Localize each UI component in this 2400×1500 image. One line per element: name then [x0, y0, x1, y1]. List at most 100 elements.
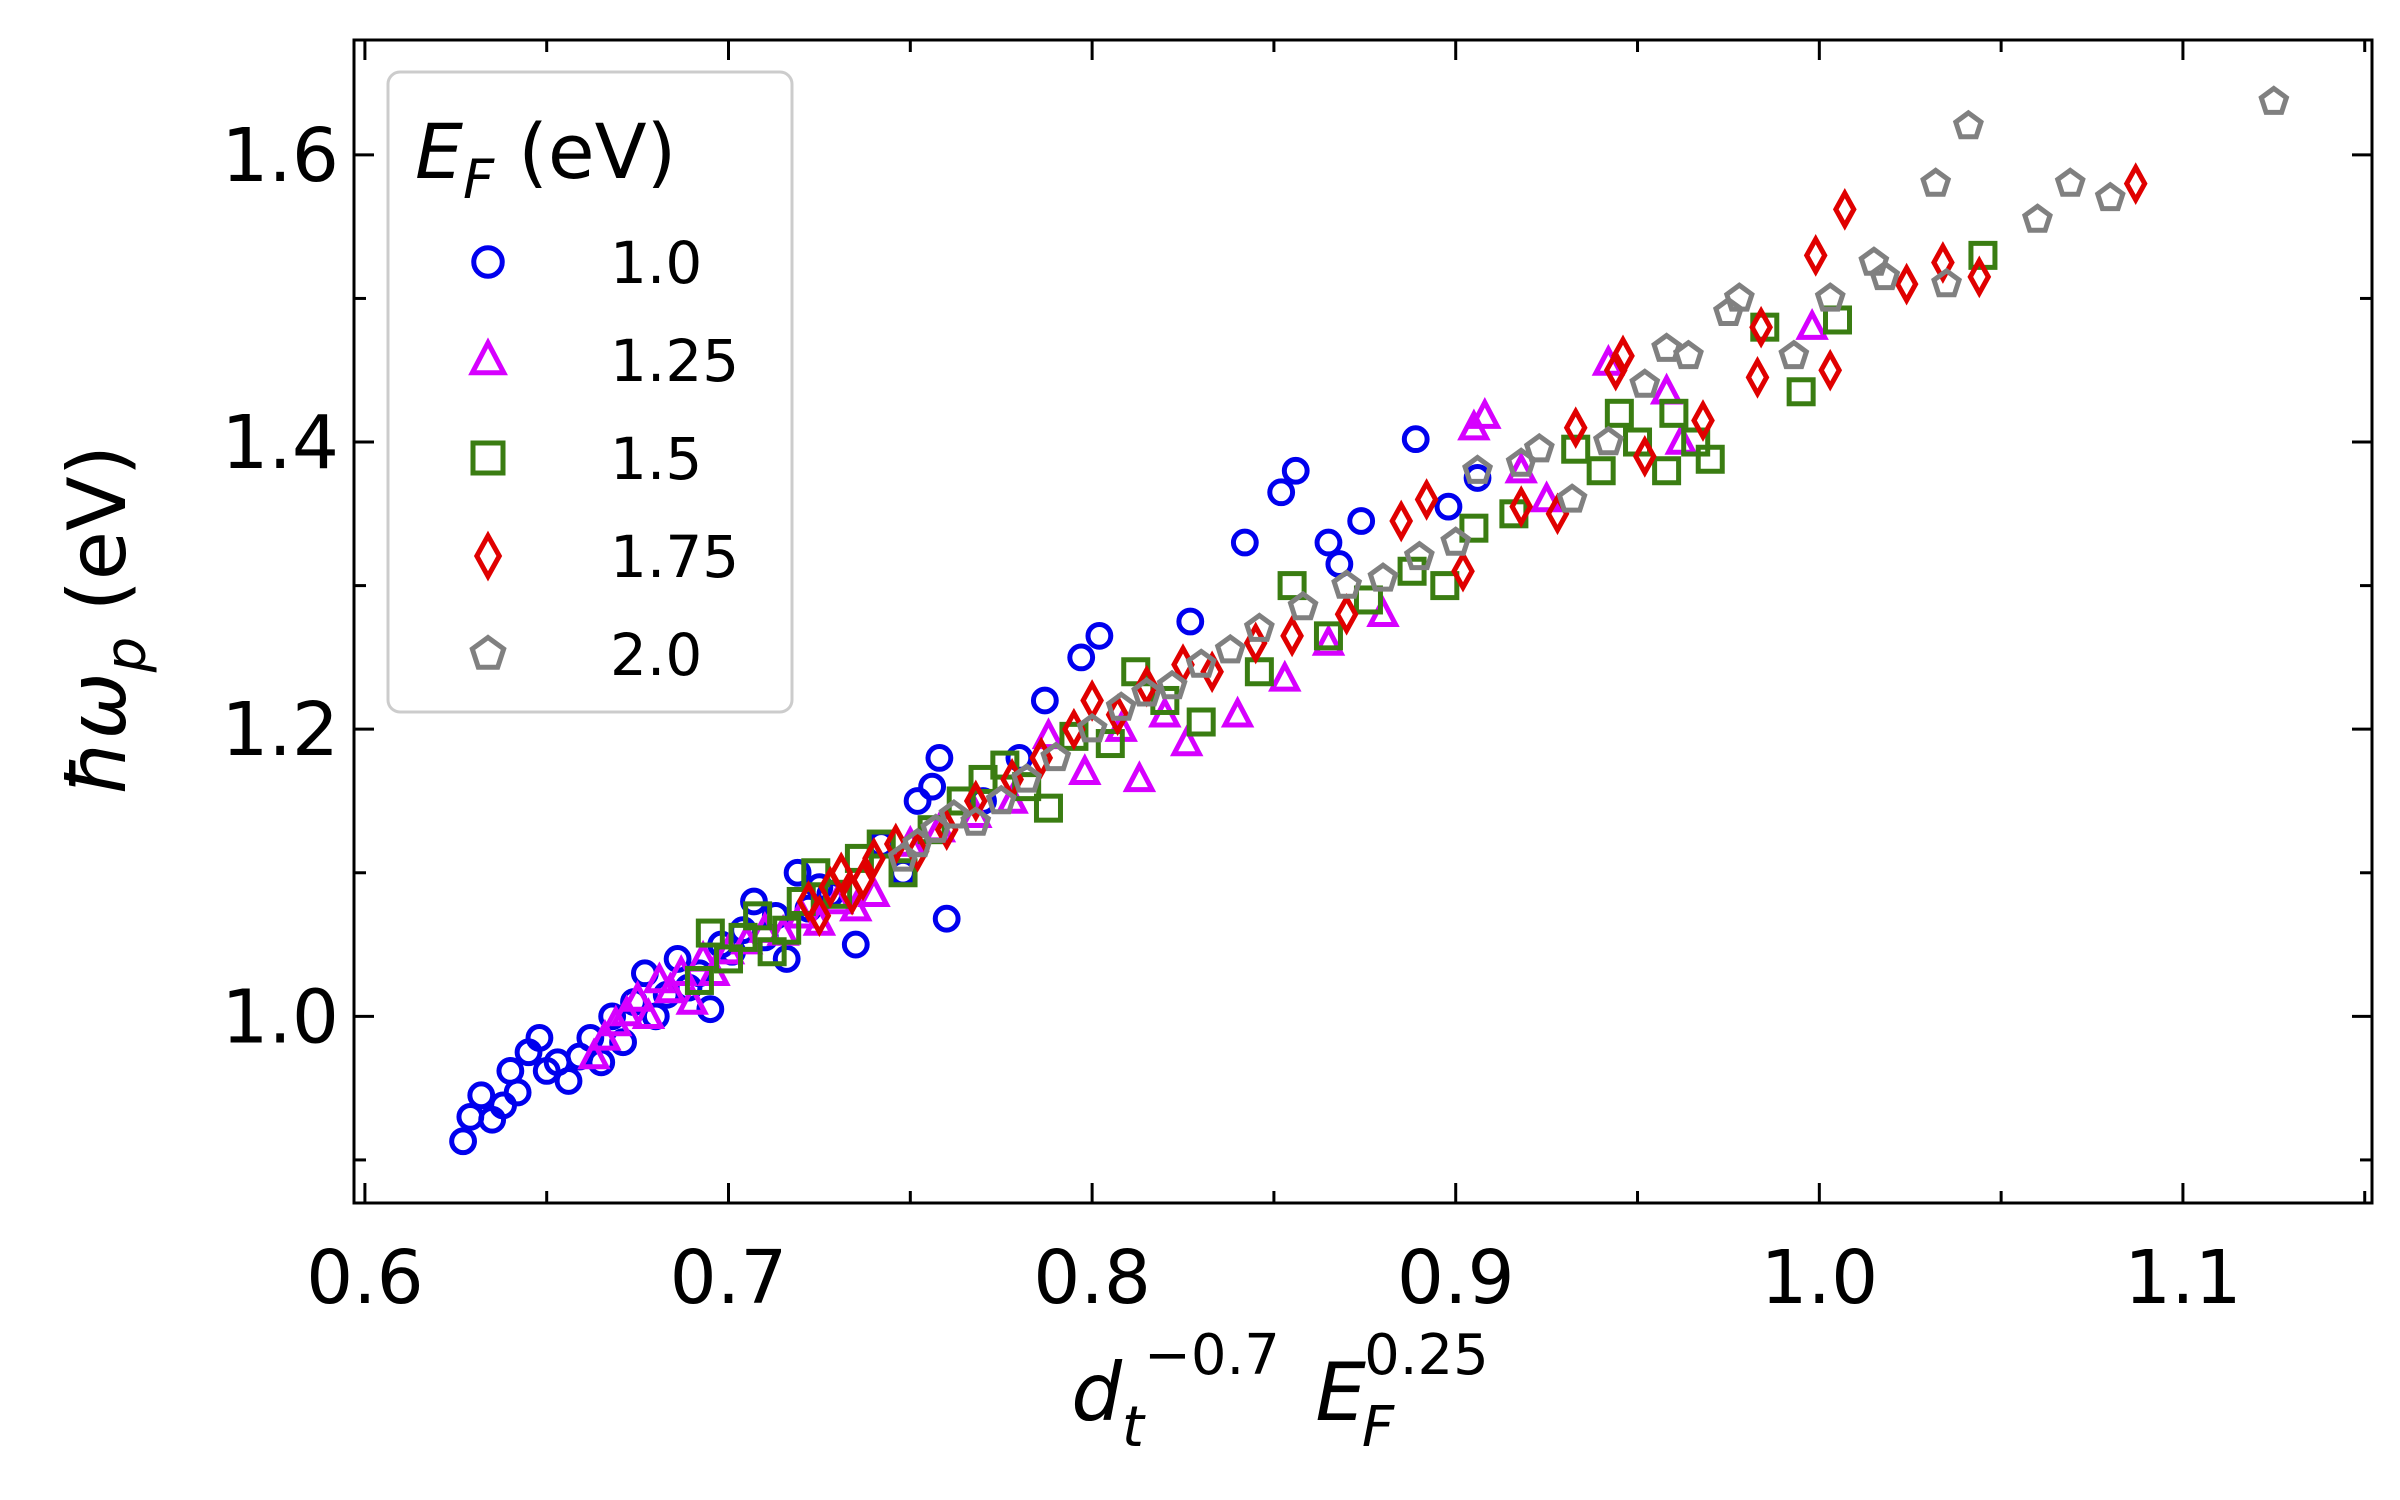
data-point [1040, 741, 1072, 772]
data-point [1314, 528, 1343, 557]
series-2.0 [887, 85, 2290, 872]
data-point [1869, 260, 1901, 291]
data-point [1659, 398, 1689, 428]
data-point [786, 886, 816, 916]
data-point [620, 979, 655, 1012]
legend-label: 2.0 [610, 621, 702, 689]
legend-marker [469, 634, 507, 670]
data-point [905, 829, 930, 873]
data-point [1894, 262, 1919, 306]
data-point [1651, 332, 1683, 362]
x-axis-ticks: 0.6 0.7 0.8 0.9 1.0 1.1 [306, 40, 2367, 1321]
data-point [1243, 612, 1275, 642]
data-point [525, 1023, 554, 1052]
data-point [1604, 398, 1634, 428]
data-point [1347, 507, 1376, 535]
data-point [783, 858, 812, 887]
data-point [1214, 633, 1246, 664]
data-point [1068, 753, 1102, 785]
data-point [829, 851, 854, 895]
legend-label: 1.5 [610, 425, 702, 493]
data-point [1563, 406, 1588, 450]
data-point [1586, 456, 1616, 486]
data-point [1691, 399, 1715, 442]
data-point [1011, 763, 1043, 793]
data-points [449, 85, 2290, 1156]
legend-marker [473, 530, 503, 582]
data-point [1268, 659, 1302, 692]
data-point [1287, 590, 1319, 621]
data-point [653, 971, 688, 1004]
data-point [1031, 717, 1066, 750]
data-point [757, 937, 787, 967]
data-point [903, 787, 932, 815]
data-point [1786, 377, 1816, 407]
legend-label: 1.25 [610, 327, 739, 395]
data-point [449, 1127, 477, 1156]
data-point [1434, 492, 1463, 521]
data-point [695, 918, 725, 948]
series-1.75 [796, 162, 2148, 938]
data-point [841, 930, 870, 959]
data-point [1176, 607, 1205, 636]
data-point [1122, 760, 1157, 793]
data-point [1313, 621, 1343, 651]
data-point [1468, 397, 1502, 429]
x-tick-label: 1.1 [2124, 1235, 2242, 1321]
x-tick-label: 0.8 [1033, 1235, 1151, 1321]
data-point [743, 901, 773, 931]
legend-entry: 1.25 [468, 327, 739, 395]
data-point [1095, 729, 1125, 759]
data-point [1952, 109, 1984, 140]
legend-marker [470, 440, 506, 476]
data-point [796, 880, 821, 923]
data-point [918, 772, 947, 801]
data-point [1931, 241, 1955, 284]
y-tick-label: 1.2 [221, 687, 339, 773]
data-point [1230, 528, 1259, 557]
data-point [1033, 793, 1063, 823]
data-point [1430, 571, 1460, 601]
data-point [1632, 435, 1657, 478]
data-point [1652, 456, 1682, 486]
x-tick-label: 1.0 [1760, 1235, 1878, 1321]
data-point [938, 799, 970, 829]
data-point [1076, 712, 1108, 743]
data-point [1414, 478, 1439, 521]
data-point [1186, 707, 1216, 737]
data-point [925, 744, 954, 772]
y-tick-label: 1.4 [221, 400, 339, 486]
data-point [1244, 657, 1274, 687]
data-point [675, 982, 709, 1015]
legend-label: 1.75 [610, 523, 739, 591]
data-point [1795, 308, 1829, 340]
data-point [1131, 677, 1163, 707]
data-point [1105, 691, 1137, 721]
data-point [932, 904, 961, 933]
data-point [1267, 478, 1296, 507]
data-point [1681, 427, 1711, 457]
data-point [1150, 685, 1180, 715]
data-point [684, 965, 714, 995]
data-point [1967, 255, 1992, 299]
data-point [1509, 485, 1534, 528]
data-point [696, 995, 725, 1024]
data-point [587, 1048, 616, 1077]
data-point [1169, 724, 1204, 757]
legend-box [386, 70, 794, 714]
data-point [1220, 695, 1255, 728]
data-point [714, 944, 744, 974]
data-point [807, 894, 832, 938]
x-tick-label: 0.7 [670, 1235, 788, 1321]
legend-entries: 1.0 1.25 1.5 1.75 2.0 [468, 229, 739, 689]
data-point [1156, 669, 1188, 700]
data-point [728, 922, 758, 952]
data-point [554, 1067, 583, 1095]
data-point [963, 779, 988, 823]
y-axis-title: ħωp (eV) [51, 445, 159, 795]
data-point [1200, 650, 1224, 694]
data-point [2021, 203, 2053, 233]
y-tick-label: 1.0 [221, 974, 339, 1060]
legend: EF (eV) 1.0 1.25 1.5 1.75 2.0 [386, 70, 794, 714]
legend-marker [468, 337, 508, 376]
